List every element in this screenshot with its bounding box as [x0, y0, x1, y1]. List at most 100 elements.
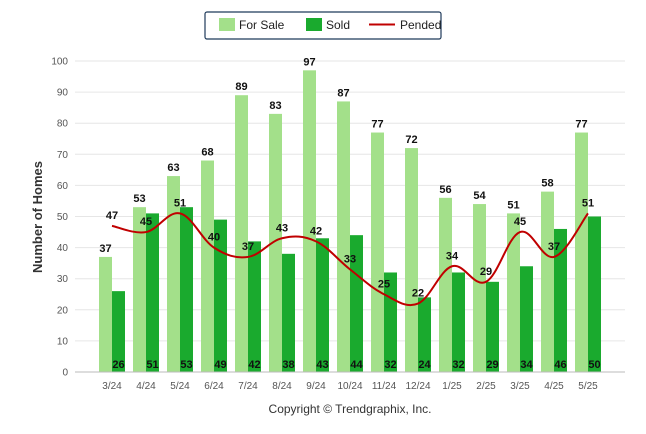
data-label-for-sale: 83 — [269, 100, 281, 112]
x-tick-label: 1/25 — [442, 381, 462, 392]
x-tick-label: 9/24 — [306, 381, 326, 392]
legend-label-for-sale: For Sale — [239, 18, 285, 32]
bar-sold — [520, 266, 533, 372]
legend-box — [204, 11, 442, 40]
data-label-pended: 51 — [582, 197, 594, 209]
bar-sold — [180, 207, 193, 372]
data-label-sold: 29 — [486, 359, 498, 371]
y-tick-label: 20 — [57, 305, 69, 316]
data-label-sold: 32 — [452, 359, 464, 371]
legend-label-pended: Pended — [400, 18, 441, 32]
data-labels: 37 26 53 51 63 53 68 49 89 42 83 38 97 43 87 44 77 32 72 24… — [99, 56, 600, 371]
bar-for-sale — [337, 101, 350, 373]
bar-for-sale — [371, 132, 384, 372]
y-tick-label: 80 — [57, 119, 69, 130]
data-label-pended: 34 — [446, 250, 459, 262]
data-label-sold: 34 — [520, 359, 533, 371]
data-label-for-sale: 77 — [575, 119, 587, 131]
bar-sold — [452, 272, 465, 372]
data-label-for-sale: 56 — [439, 184, 451, 196]
data-label-sold: 24 — [418, 359, 431, 371]
x-tick-label: 10/24 — [337, 381, 362, 392]
data-label-sold: 50 — [588, 359, 600, 371]
y-tick-label: 60 — [57, 181, 69, 192]
bar-for-sale — [507, 213, 520, 372]
x-tick-label: 2/25 — [476, 381, 496, 392]
data-label-for-sale: 51 — [507, 199, 519, 211]
bar-for-sale — [235, 95, 248, 373]
y-axis-label: Number of Homes — [30, 161, 45, 273]
data-label-pended: 43 — [276, 222, 288, 234]
data-label-pended: 25 — [378, 278, 390, 290]
data-label-sold: 49 — [214, 359, 226, 371]
bar-for-sale — [167, 176, 180, 372]
data-label-for-sale: 58 — [541, 178, 553, 190]
x-tick-label: 3/25 — [510, 381, 530, 392]
bar-sold — [384, 272, 397, 372]
x-tick-label: 5/24 — [170, 381, 190, 392]
data-label-sold: 32 — [384, 359, 396, 371]
x-tick-label: 4/25 — [544, 381, 564, 392]
data-label-sold: 43 — [316, 359, 328, 371]
data-label-pended: 40 — [208, 232, 220, 244]
pended-line-layer — [111, 212, 589, 307]
data-label-sold: 51 — [146, 359, 158, 371]
y-tick-label: 50 — [57, 212, 69, 223]
bar-for-sale — [405, 148, 418, 372]
bar-sold — [248, 241, 261, 372]
data-label-sold: 38 — [282, 359, 294, 371]
x-tick-label: 11/24 — [372, 381, 397, 392]
legend-swatch-for-sale — [219, 18, 235, 31]
y-tick-label: 10 — [57, 336, 69, 347]
legend-label-sold: Sold — [326, 18, 350, 32]
data-label-pended: 45 — [140, 216, 152, 228]
bar-for-sale — [473, 204, 486, 372]
legend-item-sold[interactable]: Sold — [306, 18, 350, 32]
bars — [99, 70, 601, 373]
bar-for-sale — [575, 132, 588, 372]
legend-swatch-sold — [306, 18, 322, 31]
data-label-for-sale: 77 — [371, 119, 383, 131]
data-label-pended: 42 — [310, 225, 322, 237]
data-label-pended: 33 — [344, 253, 356, 265]
data-label-for-sale: 37 — [99, 243, 111, 255]
y-tick-label: 90 — [57, 88, 69, 99]
bar-for-sale — [303, 70, 316, 372]
x-tick-label: 12/24 — [405, 381, 430, 392]
data-label-for-sale: 68 — [201, 147, 213, 159]
data-label-pended: 47 — [106, 210, 118, 222]
x-tick-label: 7/24 — [238, 381, 258, 392]
data-label-for-sale: 89 — [235, 81, 247, 93]
legend-item-for-sale[interactable]: For Sale — [219, 18, 285, 32]
bar-for-sale — [201, 160, 214, 372]
legend-item-pended[interactable]: Pended — [369, 18, 441, 32]
data-label-for-sale: 54 — [473, 190, 486, 202]
x-tick-label: 4/24 — [136, 381, 156, 392]
bar-sold — [350, 235, 363, 372]
bar-sold — [214, 219, 227, 372]
y-tick-label: 30 — [57, 274, 69, 285]
bar-sold — [588, 216, 601, 372]
data-label-for-sale: 53 — [133, 193, 145, 205]
copyright-footer: Copyright © Trendgraphix, Inc. — [269, 402, 432, 416]
y-tick-label: 100 — [51, 57, 68, 68]
bar-for-sale — [269, 113, 282, 373]
data-label-pended: 37 — [548, 241, 560, 253]
pended-line — [111, 212, 589, 307]
bar-for-sale — [133, 207, 146, 372]
data-label-for-sale: 72 — [405, 134, 417, 146]
bar-sold — [418, 297, 431, 372]
data-label-sold: 53 — [180, 359, 192, 371]
bar-sold — [112, 291, 125, 372]
bar-sold — [316, 238, 329, 372]
data-label-pended: 51 — [174, 197, 186, 209]
data-label-pended: 22 — [412, 288, 424, 300]
y-tick-label: 0 — [62, 368, 68, 379]
data-label-pended: 29 — [480, 266, 492, 278]
bar-for-sale — [99, 256, 112, 372]
bar-sold — [554, 228, 567, 372]
x-tick-label: 6/24 — [204, 381, 224, 392]
data-label-for-sale: 97 — [303, 56, 315, 68]
bar-sold — [282, 253, 295, 372]
